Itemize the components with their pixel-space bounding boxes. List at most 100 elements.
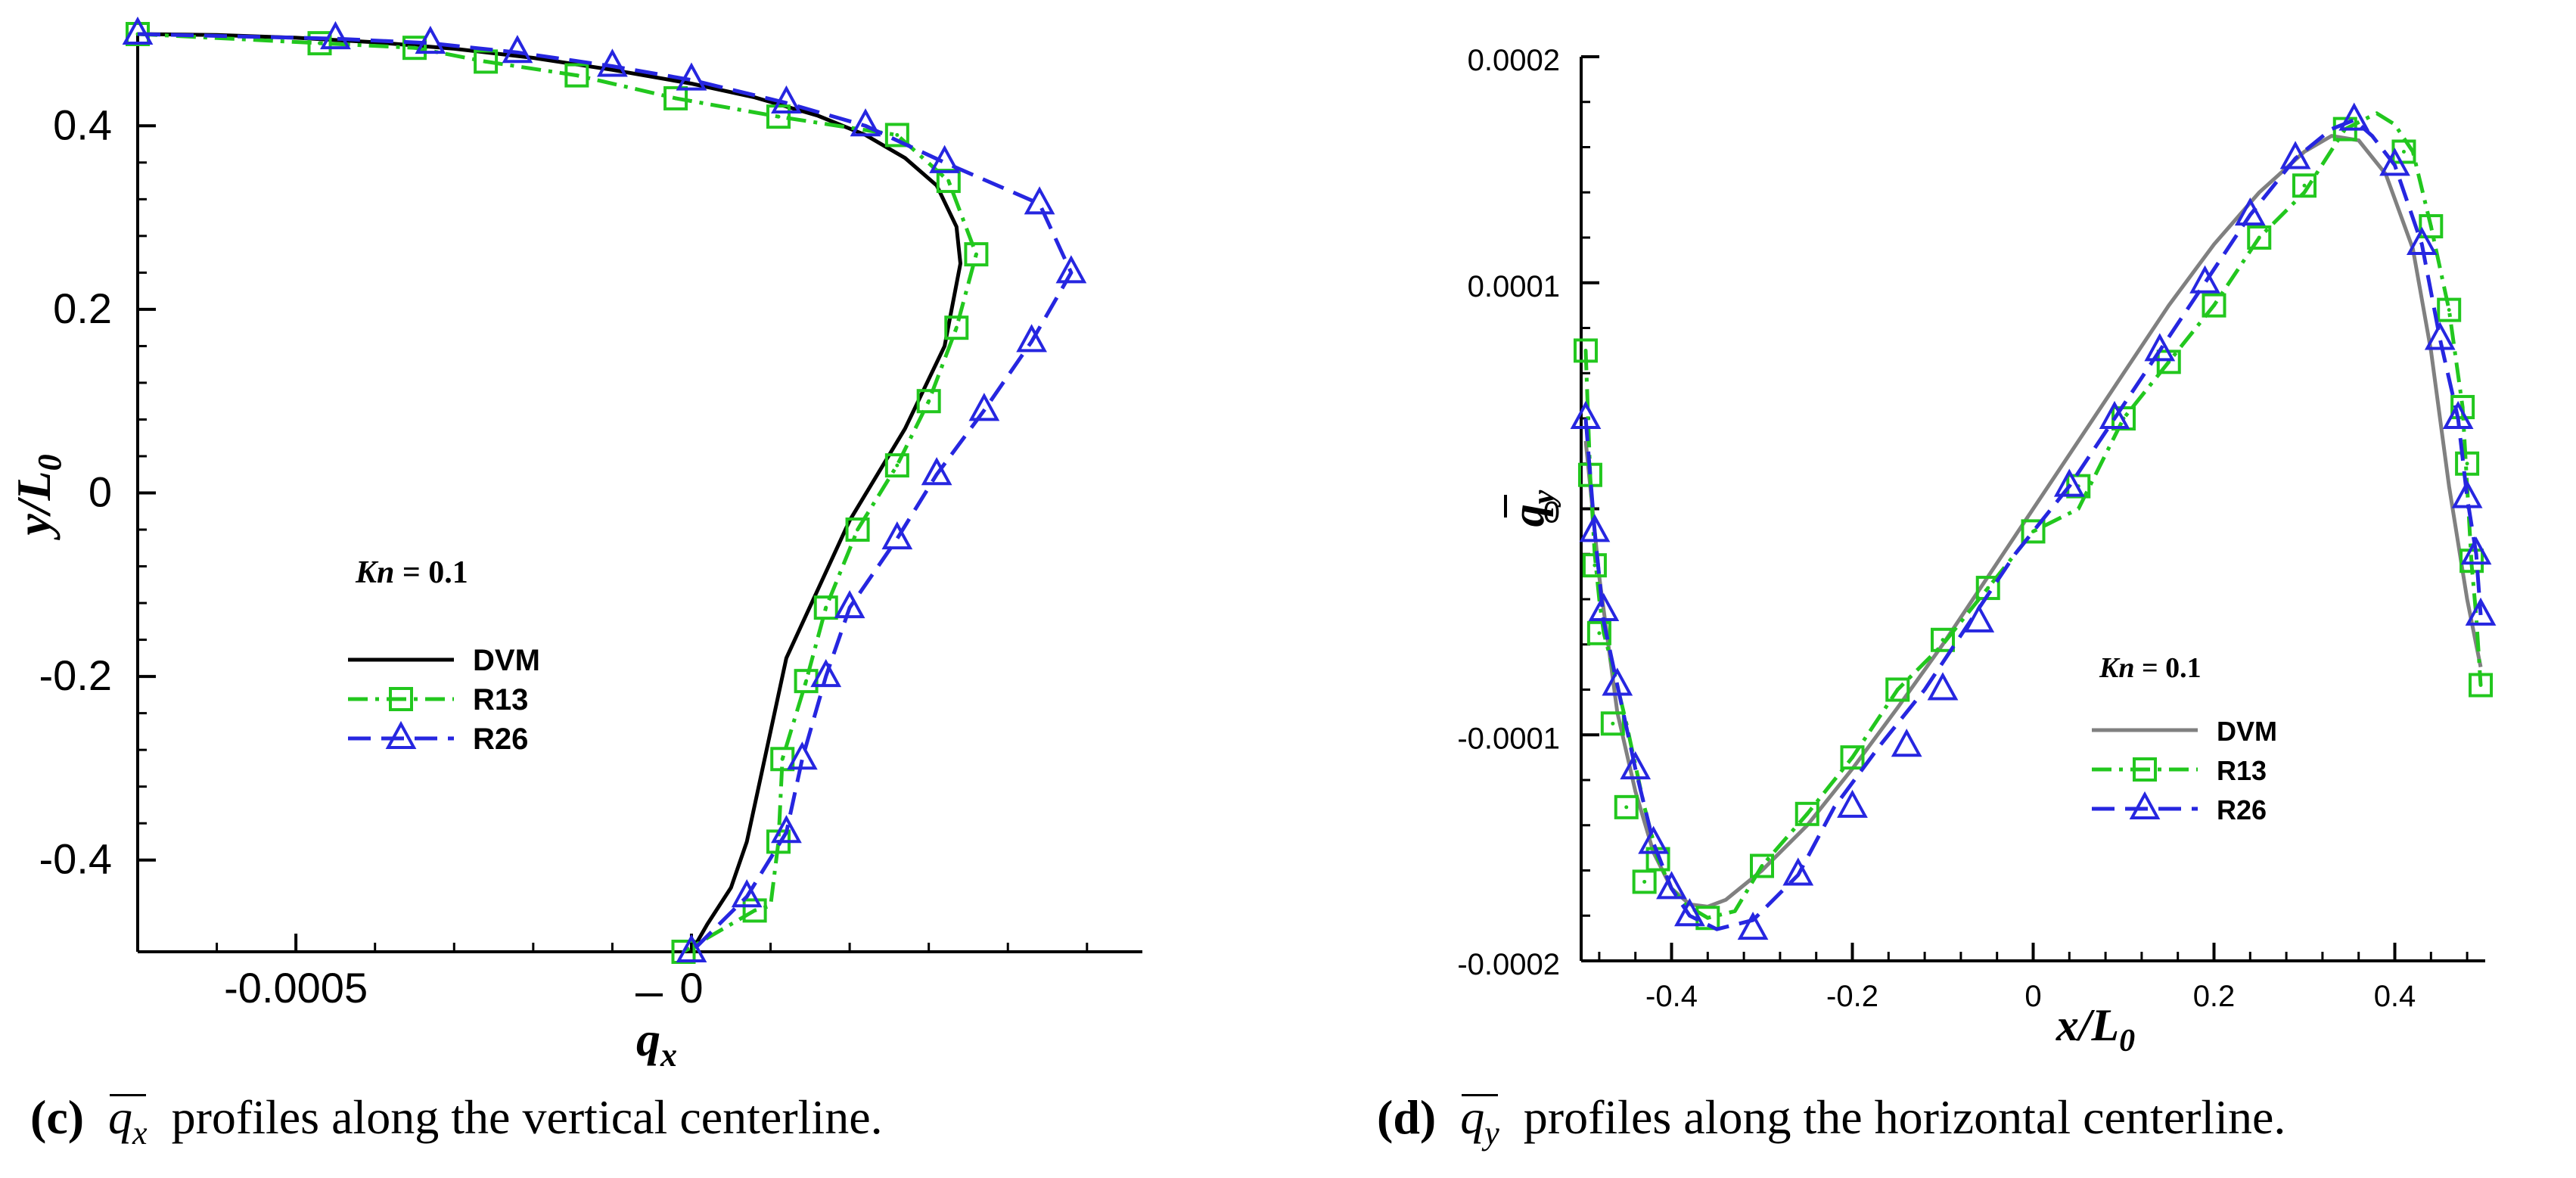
data-point-r13: [2419, 214, 2444, 239]
y-tick-label: -0.0001: [1457, 722, 1560, 755]
data-point-r26: [731, 879, 763, 908]
data-point-r26: [2460, 536, 2492, 565]
data-point-r13: [2437, 297, 2462, 322]
data-point-r26: [502, 35, 533, 64]
data-point-r13: [402, 36, 427, 61]
data-point-r26: [881, 521, 913, 550]
data-point-r26: [1579, 514, 1611, 542]
y-tick-label: -0.4: [39, 835, 113, 883]
legend-marker-r13: [2133, 757, 2157, 782]
data-point-r26: [1024, 186, 1055, 215]
data-point-r13-dot: [2465, 462, 2469, 466]
data-point-r13-dot: [2212, 303, 2216, 308]
x-tick-label: -0.0005: [224, 964, 368, 1012]
data-point-r13: [1645, 847, 1670, 872]
y-tick-label: 0.0002: [1468, 44, 1560, 77]
data-point-r26: [1927, 672, 1959, 701]
data-point-r26: [929, 145, 960, 173]
y-tick-label: -0.2: [39, 651, 113, 699]
data-point-r26: [1016, 324, 1047, 353]
data-point-r26: [2338, 102, 2370, 131]
data-point-r26: [1570, 400, 1602, 429]
legend-label-r13: R13: [473, 683, 528, 716]
data-point-r13-dot: [776, 114, 781, 119]
data-point-r13-dot: [1597, 631, 1602, 636]
caption-d-tag: (d): [1377, 1090, 1437, 1144]
data-point-r13-dot: [1895, 688, 1900, 692]
data-point-r13-dot: [2257, 235, 2261, 240]
data-point-r13-dot: [318, 41, 322, 45]
data-point-r13-dot: [895, 463, 900, 468]
series-dvm: [137, 32, 962, 953]
caption-d-text: profiles along the horizontal centerline…: [1523, 1090, 2286, 1144]
series-r26: [1570, 102, 2497, 940]
data-point-r13: [884, 453, 909, 478]
data-point-r13-dot: [1760, 864, 1764, 869]
data-point-r13: [1614, 794, 1639, 819]
series-r13: [1573, 111, 2494, 931]
data-point-r26: [810, 658, 842, 688]
data-point-r26: [2379, 148, 2410, 176]
data-point-r13: [2469, 673, 2494, 698]
x-tick-label: 0: [2024, 980, 2041, 1013]
data-point-r26: [676, 62, 707, 91]
data-point-r26: [1620, 751, 1652, 780]
data-point-r26: [2144, 333, 2176, 362]
data-point-r13: [2455, 451, 2480, 476]
data-point-r26: [122, 16, 154, 45]
data-point-r13-dot: [483, 59, 488, 64]
data-point-r13-dot: [1611, 721, 1615, 726]
data-point-r26: [1055, 255, 1087, 284]
data-point-r13: [1885, 677, 1910, 702]
data-point-r26: [415, 25, 446, 54]
data-point-r26: [2465, 597, 2497, 626]
data-point-r13-dot: [824, 605, 828, 610]
data-point-r26: [771, 815, 802, 844]
legend-label-r13: R13: [2217, 755, 2267, 786]
data-point-r13-dot: [753, 908, 757, 912]
caption-c-symbol: qx: [108, 1090, 148, 1152]
data-point-r26: [1588, 592, 1620, 621]
data-point-r13-dot: [1705, 915, 1710, 920]
data-point-r13: [845, 518, 870, 542]
data-point-r13-dot: [946, 179, 951, 183]
data-point-r26: [2099, 400, 2130, 429]
data-point-r26: [676, 934, 707, 962]
data-point-r26: [1891, 729, 1922, 757]
legend-marker-r13-dot: [2143, 767, 2147, 772]
data-point-r13-dot: [2401, 149, 2406, 154]
y-tick-label: 0.2: [53, 284, 112, 332]
data-point-r13: [1600, 711, 1625, 736]
x-tick-label: 0.4: [2374, 980, 2416, 1013]
data-point-r26: [1638, 825, 1669, 854]
data-point-r26: [968, 393, 1000, 421]
data-point-r13-dot: [927, 399, 931, 403]
data-point-r13-dot: [2302, 183, 2307, 188]
data-point-r26: [2234, 197, 2266, 226]
data-point-r26: [2406, 226, 2438, 255]
data-point-r26: [2189, 265, 2220, 294]
data-point-r13-dot: [1986, 586, 1990, 590]
data-point-r13: [1582, 553, 1607, 578]
data-point-r13: [916, 389, 941, 414]
data-point-r13: [2450, 395, 2475, 420]
data-point-r13-dot: [1593, 563, 1597, 567]
caption-c: (c) qx profiles along the vertical cente…: [30, 1089, 883, 1152]
data-point-r26: [1656, 871, 1687, 900]
data-point-r13: [474, 49, 499, 74]
data-point-r13-dot: [1850, 755, 1854, 760]
data-point-r26: [2451, 480, 2483, 508]
data-point-r13: [663, 85, 688, 110]
legend-label-dvm: DVM: [2217, 716, 2277, 747]
data-point-r13-dot: [895, 132, 900, 137]
x-axis-label: x/L0: [2056, 1000, 2135, 1058]
data-point-r26: [921, 457, 952, 486]
legend-marker-r13: [389, 687, 413, 711]
data-point-r13: [884, 123, 909, 148]
data-point-r13-dot: [2031, 529, 2035, 533]
data-point-r13: [964, 242, 989, 267]
data-point-r13: [944, 315, 969, 340]
data-point-r26: [2424, 322, 2456, 350]
data-point-r13-dot: [856, 527, 860, 532]
